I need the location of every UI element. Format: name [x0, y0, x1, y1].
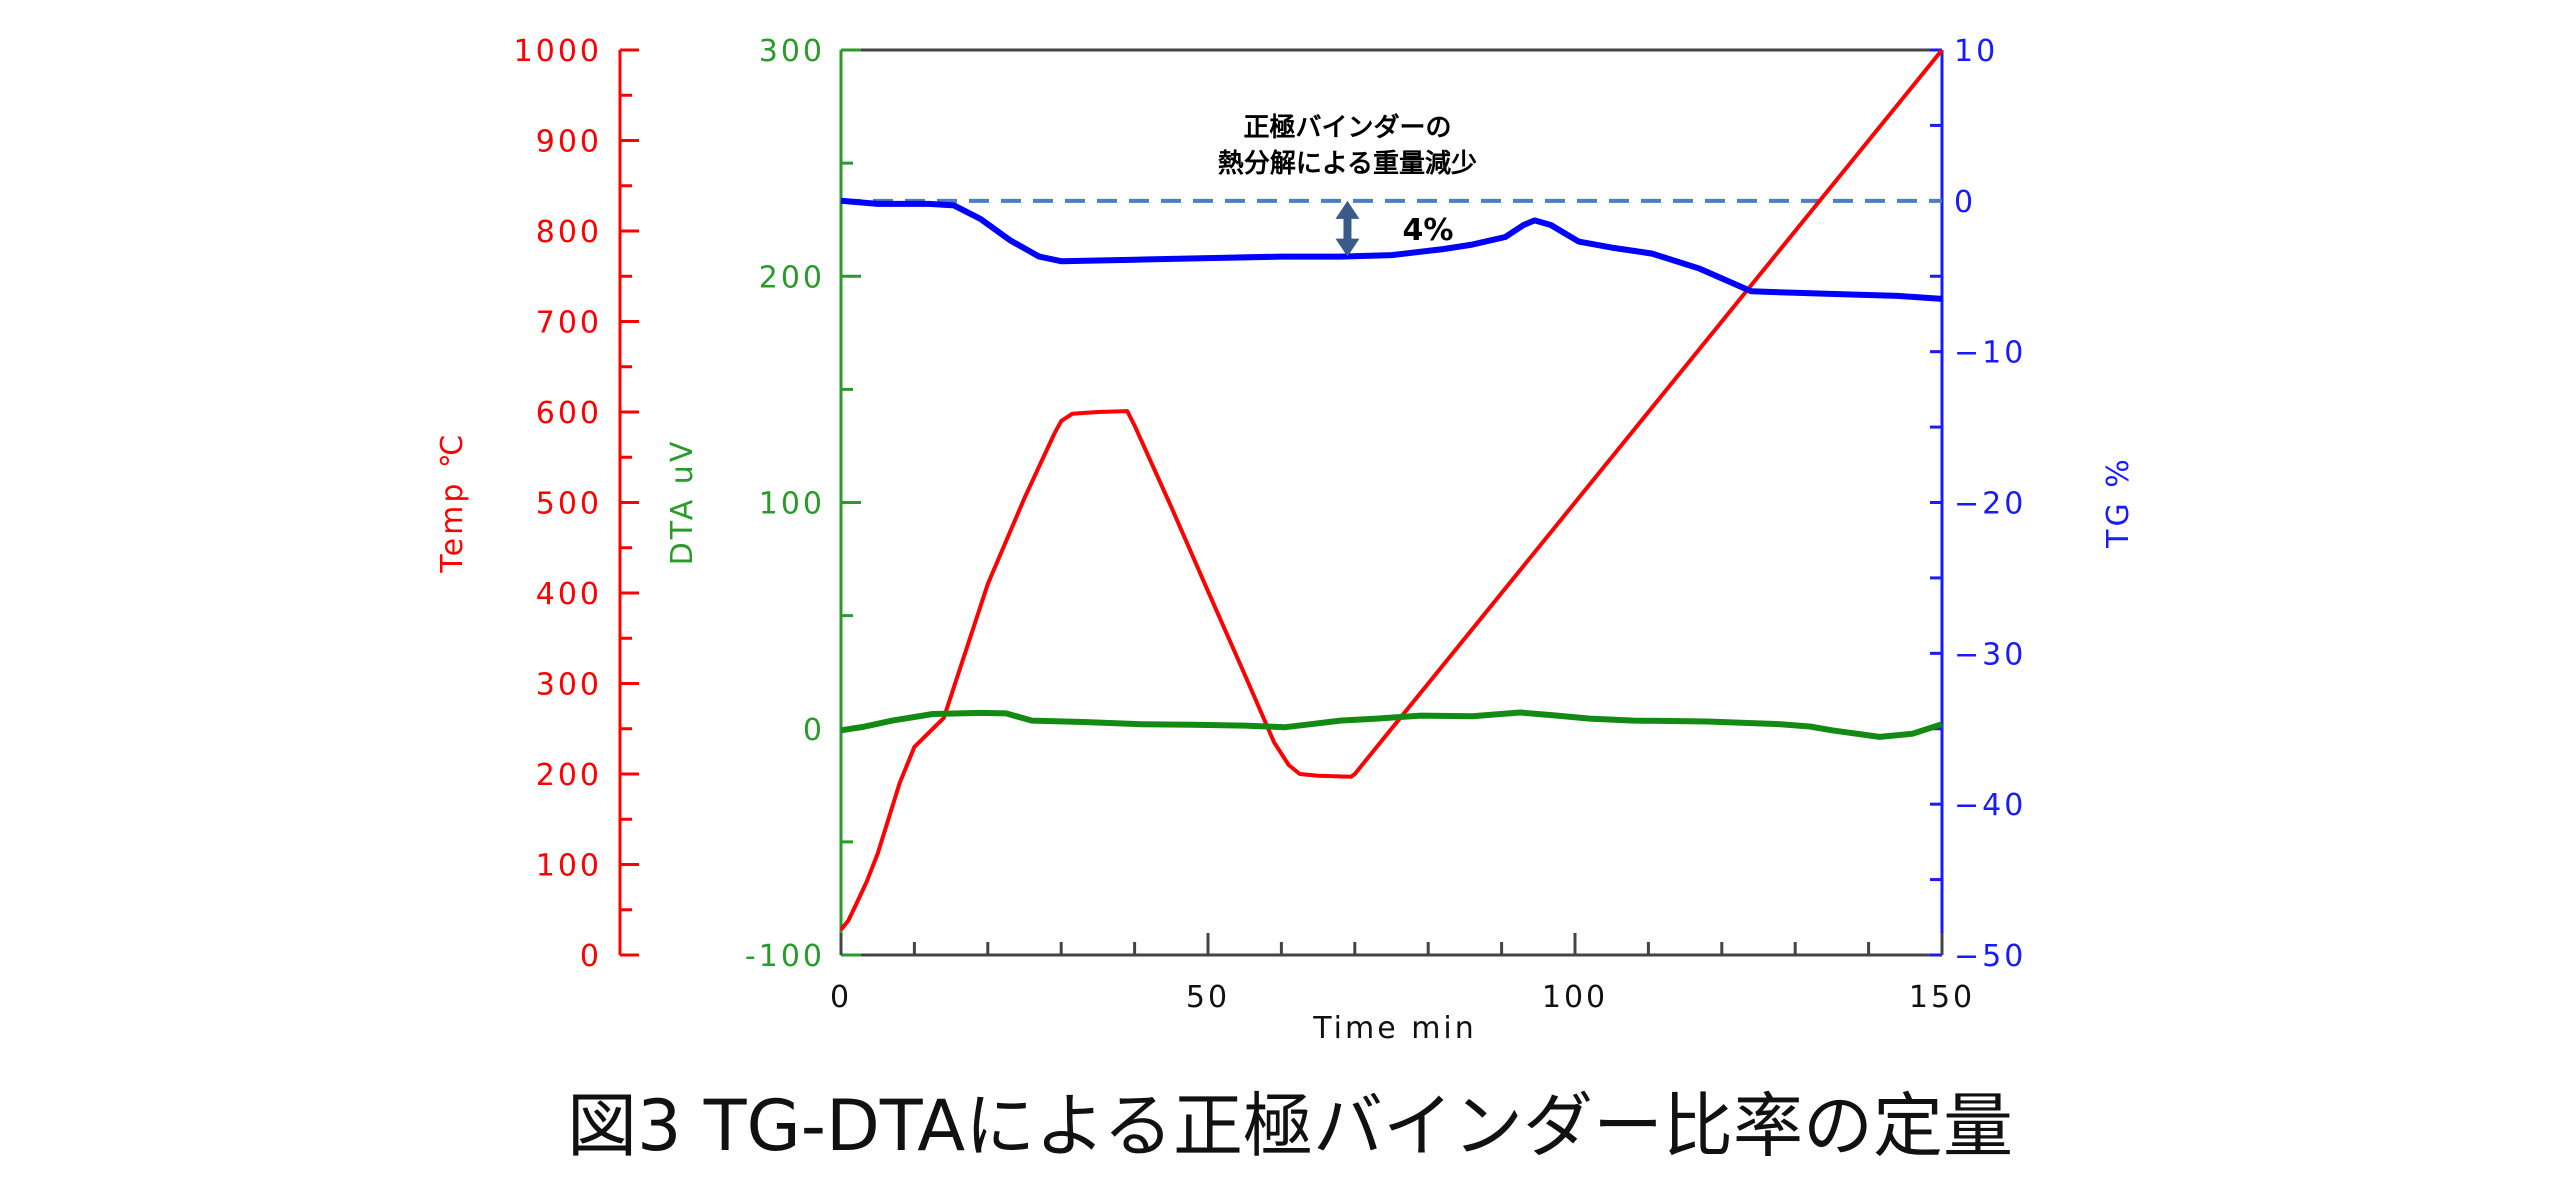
temp-tick-label: 1000	[514, 34, 602, 69]
annotations: 正極バインダーの 熱分解による重量減少 4%	[1218, 112, 1477, 248]
dta-axis-label: DTA uV	[665, 439, 700, 566]
temp-tick-label: 100	[536, 849, 602, 884]
arrow-head-down	[1335, 238, 1360, 257]
tg-tick-label: −20	[1954, 487, 2026, 522]
temp-tick-label: 300	[536, 668, 602, 703]
temp-tick-label: 700	[536, 306, 602, 341]
figure-title: 図3 TG-DTAによる正極バインダー比率の定量	[567, 1085, 2013, 1167]
annotation-line-2: 熱分解による重量減少	[1218, 149, 1477, 179]
x-tick-label: 50	[1186, 980, 1230, 1015]
tg-tick-label: −10	[1954, 336, 2026, 371]
dta-tick-label: -100	[745, 939, 825, 974]
tg-tick-label: 0	[1954, 185, 1976, 220]
temp-series-line	[839, 48, 1944, 931]
axes: 01002003004005006007008009001000-1000100…	[514, 34, 2026, 1015]
dta-tick-label: 100	[759, 487, 825, 522]
temp-tick-label: 500	[536, 487, 602, 522]
tg-tick-label: 10	[1954, 34, 1998, 69]
arrow-head-up	[1335, 200, 1360, 219]
tg-series-line	[840, 197, 1943, 302]
x-tick-label: 100	[1542, 980, 1608, 1015]
x-tick-label: 150	[1909, 980, 1975, 1015]
tg-axis-label: TG %	[2101, 456, 2136, 549]
arrow-label: 4%	[1402, 213, 1453, 248]
tg-tick-label: −50	[1954, 939, 2026, 974]
dta-tick-label: 0	[803, 713, 825, 748]
temp-tick-label: 200	[536, 758, 602, 793]
tg-tick-label: −30	[1954, 637, 2026, 672]
annotation-line-1: 正極バインダーの	[1243, 112, 1451, 143]
dta-tick-label: 300	[759, 34, 825, 69]
temp-tick-label: 400	[536, 577, 602, 612]
temp-axis-label: Temp ℃	[435, 431, 470, 573]
temp-tick-label: 900	[536, 125, 602, 160]
temp-tick-label: 800	[536, 215, 602, 250]
x-tick-label: 0	[830, 980, 852, 1015]
x-axis-label: Time min	[1312, 1011, 1477, 1046]
series-group	[839, 48, 1944, 931]
tg-tick-label: −40	[1954, 788, 2026, 823]
dta-series-line	[840, 709, 1943, 740]
temp-tick-label: 0	[580, 939, 602, 974]
dta-tick-label: 200	[759, 260, 825, 295]
temp-tick-label: 600	[536, 396, 602, 431]
